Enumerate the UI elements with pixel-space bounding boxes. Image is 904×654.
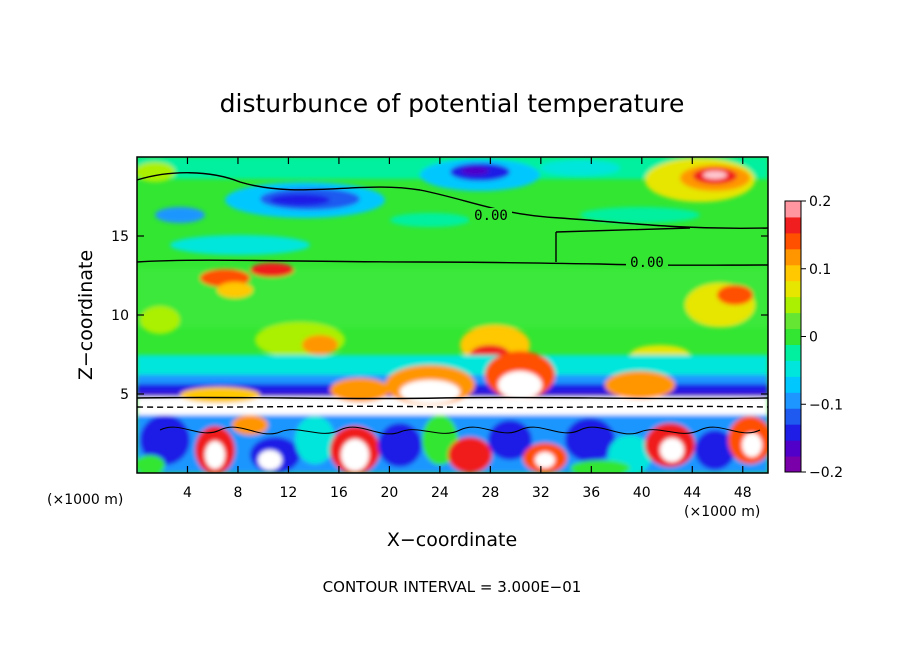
x-tick-label: 8 <box>233 485 242 501</box>
colorbar-tick-label: 0 <box>809 330 818 346</box>
x-unit-right: (×1000 m) <box>684 504 760 520</box>
colorbar-swatch <box>785 312 801 330</box>
x-tick-label: 36 <box>582 485 600 501</box>
colorbar-swatch <box>785 328 801 345</box>
x-axis: 4 8 12 16 20 24 28 32 36 40 44 48 <box>183 157 752 501</box>
colorbar-swatch <box>785 264 801 282</box>
colorbar-swatch <box>785 360 801 377</box>
contour-band-top <box>137 396 768 400</box>
contour-lower <box>159 426 761 435</box>
x-tick-label: 44 <box>683 485 701 501</box>
x-tick-label: 24 <box>431 485 449 501</box>
x-tick-label: 20 <box>380 485 398 501</box>
colorbar-swatch <box>785 344 801 361</box>
x-tick-label: 4 <box>183 485 192 501</box>
colorbar-swatch <box>785 296 801 314</box>
colorbar-tick-label: 0.2 <box>809 194 831 210</box>
y-tick-label: 5 <box>120 387 129 403</box>
colorbar-swatch <box>785 392 801 409</box>
colorbar-swatch <box>785 408 801 425</box>
x-tick-label: 16 <box>330 485 348 501</box>
colorbar-swatch <box>785 216 801 234</box>
contour-band-dash <box>137 405 768 409</box>
colorbar-swatch <box>785 424 801 441</box>
y-tick-label: 10 <box>111 308 129 324</box>
contour-upper <box>137 172 768 229</box>
colorbar-swatch <box>785 201 801 218</box>
contour-lines <box>137 172 768 435</box>
colorbar-swatch <box>785 376 801 393</box>
colorbar: 0.2 0.1 0 −0.1 −0.2 <box>784 194 843 481</box>
x-tick-label: 12 <box>280 485 298 501</box>
x-unit-left: (×1000 m) <box>47 492 123 508</box>
contour-label-1: 0.00 <box>474 208 508 224</box>
colorbar-swatch <box>785 456 801 473</box>
colorbar-swatch <box>785 248 801 266</box>
contour-label-bg-1 <box>470 208 512 222</box>
y-axis: 5 10 15 <box>111 229 768 403</box>
colorbar-swatch <box>785 232 801 250</box>
colorbar-swatch <box>785 440 801 457</box>
y-tick-label: 15 <box>111 229 129 245</box>
colorbar-tick-label: −0.2 <box>809 465 843 481</box>
chart-title: disturbunce of potential temperature <box>220 89 685 118</box>
heatmap-field: 0.00 0.00 <box>137 157 768 473</box>
field-blobs <box>137 157 768 473</box>
contour-box <box>555 227 691 262</box>
contour-mid <box>137 259 768 266</box>
x-tick-label: 32 <box>532 485 550 501</box>
colorbar-swatch <box>785 280 801 298</box>
x-tick-label: 40 <box>633 485 651 501</box>
colorbar-tick-label: 0.1 <box>809 262 831 278</box>
x-tick-label: 28 <box>481 485 499 501</box>
contour-label-2: 0.00 <box>630 255 664 271</box>
contour-interval-note: CONTOUR INTERVAL = 3.000E−01 <box>323 578 582 596</box>
y-axis-label: Z−coordinate <box>75 250 97 380</box>
x-tick-label: 48 <box>734 485 752 501</box>
x-axis-label: X−coordinate <box>387 529 517 551</box>
colorbar-tick-label: −0.1 <box>809 397 843 413</box>
contour-label-bg-2 <box>626 255 668 269</box>
